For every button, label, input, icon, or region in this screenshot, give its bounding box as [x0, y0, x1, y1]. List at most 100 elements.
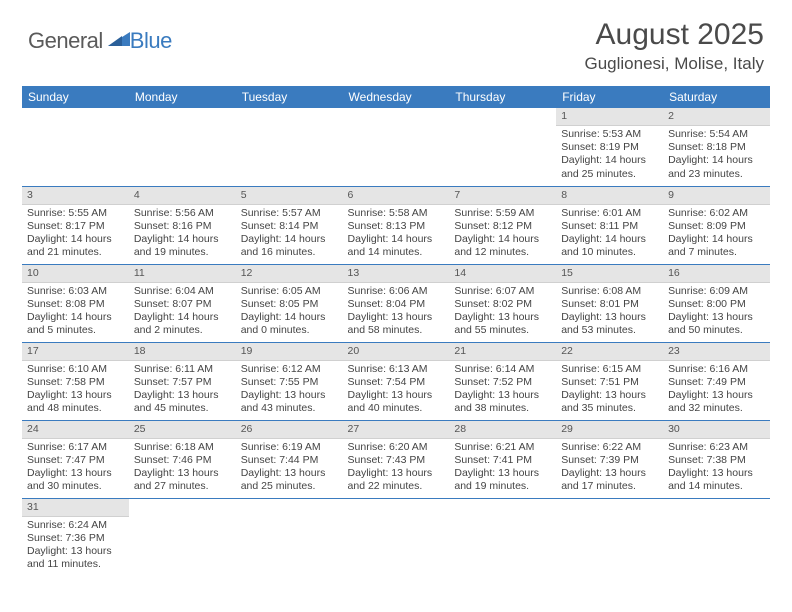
daylight-text: Daylight: 13 hours: [348, 311, 445, 324]
daylight-text: Daylight: 14 hours: [241, 233, 338, 246]
calendar-cell: [449, 108, 556, 186]
calendar-cell: [236, 498, 343, 576]
sunrise-text: Sunrise: 6:10 AM: [27, 363, 124, 376]
daylight-text: Daylight: 13 hours: [561, 311, 658, 324]
sunset-text: Sunset: 8:04 PM: [348, 298, 445, 311]
day-body: Sunrise: 6:20 AMSunset: 7:43 PMDaylight:…: [343, 439, 450, 497]
daylight-text: and 25 minutes.: [241, 480, 338, 493]
sunrise-text: Sunrise: 5:59 AM: [454, 207, 551, 220]
daylight-text: Daylight: 13 hours: [348, 467, 445, 480]
daylight-text: and 58 minutes.: [348, 324, 445, 337]
sunset-text: Sunset: 8:13 PM: [348, 220, 445, 233]
weekday-header: Tuesday: [236, 86, 343, 108]
day-number: 10: [22, 265, 129, 283]
sunset-text: Sunset: 7:39 PM: [561, 454, 658, 467]
sunrise-text: Sunrise: 6:22 AM: [561, 441, 658, 454]
day-number: 30: [663, 421, 770, 439]
sunrise-text: Sunrise: 6:14 AM: [454, 363, 551, 376]
daylight-text: Daylight: 14 hours: [241, 311, 338, 324]
daylight-text: and 5 minutes.: [27, 324, 124, 337]
calendar-cell: 30Sunrise: 6:23 AMSunset: 7:38 PMDayligh…: [663, 420, 770, 498]
calendar-cell: 23Sunrise: 6:16 AMSunset: 7:49 PMDayligh…: [663, 342, 770, 420]
day-number: 7: [449, 187, 556, 205]
sunrise-text: Sunrise: 6:20 AM: [348, 441, 445, 454]
sunrise-text: Sunrise: 6:01 AM: [561, 207, 658, 220]
daylight-text: and 53 minutes.: [561, 324, 658, 337]
day-body: Sunrise: 6:02 AMSunset: 8:09 PMDaylight:…: [663, 205, 770, 263]
day-body: Sunrise: 6:01 AMSunset: 8:11 PMDaylight:…: [556, 205, 663, 263]
weekday-header: Monday: [129, 86, 236, 108]
day-number: 5: [236, 187, 343, 205]
calendar-cell: 31Sunrise: 6:24 AMSunset: 7:36 PMDayligh…: [22, 498, 129, 576]
sunset-text: Sunset: 7:51 PM: [561, 376, 658, 389]
day-number: 12: [236, 265, 343, 283]
title-block: August 2025 Guglionesi, Molise, Italy: [584, 18, 764, 74]
sunset-text: Sunset: 8:14 PM: [241, 220, 338, 233]
day-body: Sunrise: 6:05 AMSunset: 8:05 PMDaylight:…: [236, 283, 343, 341]
sunrise-text: Sunrise: 5:53 AM: [561, 128, 658, 141]
weekday-header: Sunday: [22, 86, 129, 108]
day-body: Sunrise: 6:15 AMSunset: 7:51 PMDaylight:…: [556, 361, 663, 419]
daylight-text: Daylight: 13 hours: [134, 389, 231, 402]
sunset-text: Sunset: 8:16 PM: [134, 220, 231, 233]
daylight-text: Daylight: 13 hours: [561, 467, 658, 480]
sunset-text: Sunset: 8:00 PM: [668, 298, 765, 311]
daylight-text: Daylight: 14 hours: [348, 233, 445, 246]
day-number: 23: [663, 343, 770, 361]
calendar-cell: [449, 498, 556, 576]
sunset-text: Sunset: 8:11 PM: [561, 220, 658, 233]
day-number: 3: [22, 187, 129, 205]
sunrise-text: Sunrise: 6:18 AM: [134, 441, 231, 454]
sunrise-text: Sunrise: 6:08 AM: [561, 285, 658, 298]
daylight-text: and 35 minutes.: [561, 402, 658, 415]
day-body: Sunrise: 6:12 AMSunset: 7:55 PMDaylight:…: [236, 361, 343, 419]
sunrise-text: Sunrise: 5:57 AM: [241, 207, 338, 220]
calendar-cell: [663, 498, 770, 576]
daylight-text: and 7 minutes.: [668, 246, 765, 259]
daylight-text: Daylight: 13 hours: [27, 389, 124, 402]
sunset-text: Sunset: 7:54 PM: [348, 376, 445, 389]
daylight-text: and 0 minutes.: [241, 324, 338, 337]
day-body: Sunrise: 6:22 AMSunset: 7:39 PMDaylight:…: [556, 439, 663, 497]
sunset-text: Sunset: 7:52 PM: [454, 376, 551, 389]
daylight-text: and 2 minutes.: [134, 324, 231, 337]
calendar-cell: [343, 108, 450, 186]
day-body: Sunrise: 6:18 AMSunset: 7:46 PMDaylight:…: [129, 439, 236, 497]
daylight-text: and 10 minutes.: [561, 246, 658, 259]
sunset-text: Sunset: 8:17 PM: [27, 220, 124, 233]
day-body: Sunrise: 6:06 AMSunset: 8:04 PMDaylight:…: [343, 283, 450, 341]
day-body: Sunrise: 6:09 AMSunset: 8:00 PMDaylight:…: [663, 283, 770, 341]
daylight-text: Daylight: 13 hours: [454, 467, 551, 480]
header: General Blue August 2025 Guglionesi, Mol…: [0, 0, 792, 82]
calendar-cell: 29Sunrise: 6:22 AMSunset: 7:39 PMDayligh…: [556, 420, 663, 498]
day-body: Sunrise: 6:16 AMSunset: 7:49 PMDaylight:…: [663, 361, 770, 419]
calendar-cell: 20Sunrise: 6:13 AMSunset: 7:54 PMDayligh…: [343, 342, 450, 420]
daylight-text: and 40 minutes.: [348, 402, 445, 415]
sunrise-text: Sunrise: 6:02 AM: [668, 207, 765, 220]
weekday-header: Saturday: [663, 86, 770, 108]
daylight-text: and 21 minutes.: [27, 246, 124, 259]
calendar-row: 1Sunrise: 5:53 AMSunset: 8:19 PMDaylight…: [22, 108, 770, 186]
day-number: 31: [22, 499, 129, 517]
day-number: 9: [663, 187, 770, 205]
weekday-header: Wednesday: [343, 86, 450, 108]
daylight-text: Daylight: 14 hours: [668, 154, 765, 167]
logo-word-blue: Blue: [130, 28, 172, 53]
sunset-text: Sunset: 7:36 PM: [27, 532, 124, 545]
day-number: 13: [343, 265, 450, 283]
day-number: 4: [129, 187, 236, 205]
sunrise-text: Sunrise: 6:07 AM: [454, 285, 551, 298]
daylight-text: Daylight: 13 hours: [668, 467, 765, 480]
sunrise-text: Sunrise: 6:23 AM: [668, 441, 765, 454]
logo-word-general: General: [28, 28, 103, 54]
sunset-text: Sunset: 8:09 PM: [668, 220, 765, 233]
daylight-text: Daylight: 14 hours: [134, 233, 231, 246]
sunrise-text: Sunrise: 6:24 AM: [27, 519, 124, 532]
calendar-cell: 6Sunrise: 5:58 AMSunset: 8:13 PMDaylight…: [343, 186, 450, 264]
calendar-row: 10Sunrise: 6:03 AMSunset: 8:08 PMDayligh…: [22, 264, 770, 342]
calendar-cell: 7Sunrise: 5:59 AMSunset: 8:12 PMDaylight…: [449, 186, 556, 264]
day-body: Sunrise: 6:24 AMSunset: 7:36 PMDaylight:…: [22, 517, 129, 575]
logo-triangle-icon: [108, 30, 130, 46]
calendar-cell: [129, 498, 236, 576]
daylight-text: Daylight: 13 hours: [668, 389, 765, 402]
